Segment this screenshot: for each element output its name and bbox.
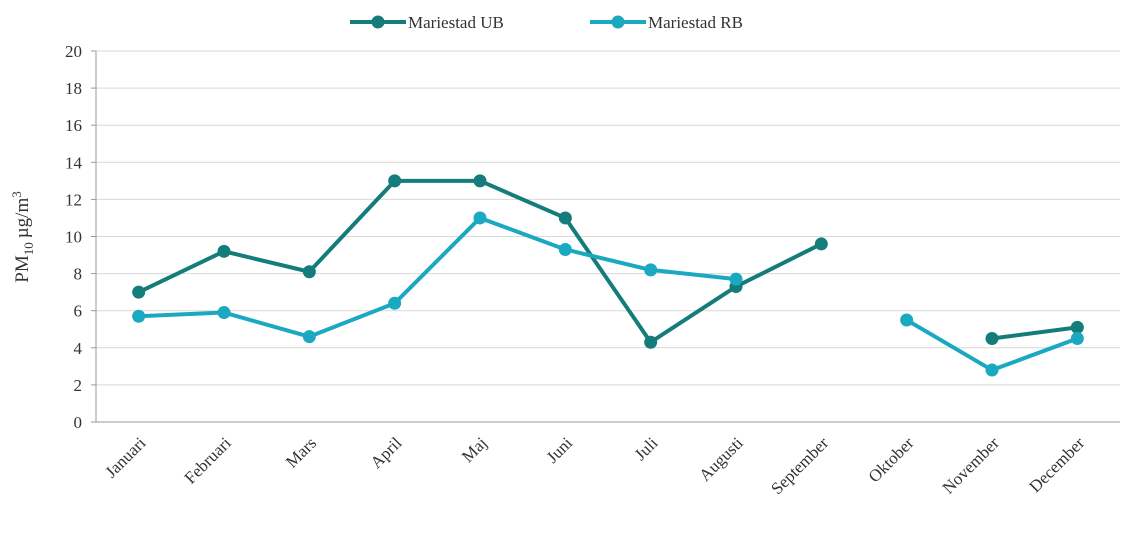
y-label-sub: 10 xyxy=(21,242,36,255)
data-point xyxy=(814,237,828,251)
y-label-unit: µg/m xyxy=(12,198,33,239)
y-tick-label: 14 xyxy=(65,153,83,172)
x-tick-label: Maj xyxy=(458,433,491,466)
y-label-sup: 3 xyxy=(9,191,24,198)
legend-marker xyxy=(611,15,625,29)
data-point xyxy=(302,265,316,279)
x-tick-label: Januari xyxy=(101,433,149,481)
y-label-base: PM xyxy=(12,255,33,283)
data-point xyxy=(985,332,999,346)
legend-marker xyxy=(371,15,385,29)
y-tick-label: 16 xyxy=(65,116,82,135)
data-point xyxy=(388,296,402,310)
data-point xyxy=(558,211,572,225)
data-point xyxy=(132,285,146,299)
data-point xyxy=(1070,332,1084,346)
y-tick-label: 8 xyxy=(74,265,83,284)
x-tick-label: Februari xyxy=(181,433,235,487)
data-point xyxy=(388,174,402,188)
data-point xyxy=(473,174,487,188)
y-tick-label: 18 xyxy=(65,79,82,98)
series-line xyxy=(138,215,1079,373)
x-tick-label: April xyxy=(367,433,406,472)
legend-label: Mariestad RB xyxy=(648,13,743,32)
y-tick-label: 12 xyxy=(65,190,82,209)
data-point xyxy=(473,211,487,225)
data-point xyxy=(1070,320,1084,334)
data-point xyxy=(132,309,146,323)
data-point xyxy=(729,272,743,286)
x-tick-label: Mars xyxy=(282,433,320,471)
data-point xyxy=(217,306,231,320)
y-axis-label: PM10 µg/m3 xyxy=(9,191,36,282)
x-tick-label: November xyxy=(939,433,1003,497)
data-point xyxy=(900,313,914,327)
y-tick-label: 4 xyxy=(74,339,83,358)
data-point xyxy=(644,335,658,349)
data-point xyxy=(302,330,316,344)
x-tick-label: Juni xyxy=(543,433,577,467)
x-tick-label: Juli xyxy=(631,433,662,464)
x-tick-label: December xyxy=(1025,433,1088,496)
y-tick-label: 10 xyxy=(65,228,82,247)
data-point xyxy=(558,242,572,256)
y-tick-label: 6 xyxy=(74,302,83,321)
data-point xyxy=(644,263,658,277)
y-tick-label: 2 xyxy=(74,376,83,395)
data-point xyxy=(217,244,231,258)
y-tick-label: 20 xyxy=(65,42,82,61)
x-tick-label: Augusti xyxy=(695,433,747,485)
y-tick-label: 0 xyxy=(74,413,83,432)
legend-label: Mariestad UB xyxy=(408,13,504,32)
x-tick-label: September xyxy=(767,433,832,498)
data-point xyxy=(985,363,999,377)
x-tick-label: Oktober xyxy=(865,433,918,486)
